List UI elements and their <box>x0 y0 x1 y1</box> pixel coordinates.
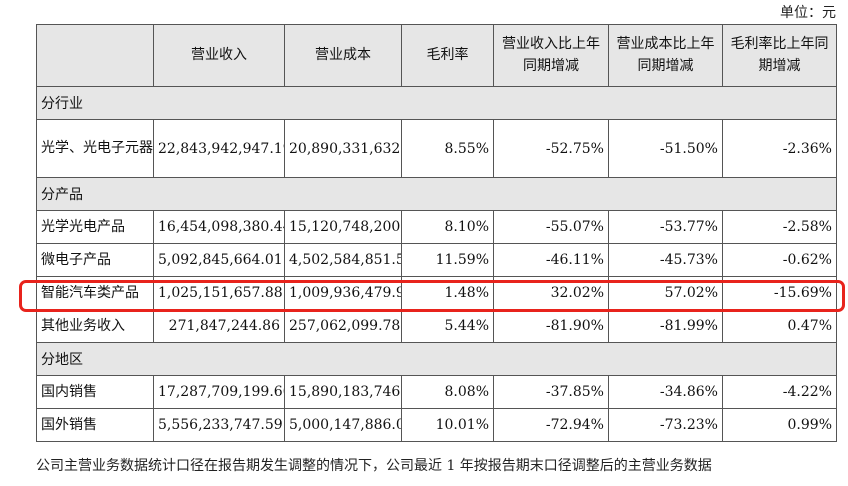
cell-revenue-change: -55.07% <box>493 210 609 244</box>
header-blank <box>36 24 154 87</box>
footnote: 公司主营业务数据统计口径在报告期发生调整的情况下，公司最近 1 年按报告期末口径… <box>36 458 712 474</box>
cell-cost: 15,890,183,746.03 <box>284 375 402 409</box>
cell-cost: 1,009,936,479.97 <box>284 276 402 310</box>
cell-revenue: 1,025,151,657.88 <box>153 276 285 310</box>
row-label: 光学、光电子元器件制造 <box>36 119 154 178</box>
header-cost-change: 营业成本比上年同期增减 <box>608 24 723 87</box>
cell-cost-change: -51.50% <box>608 119 723 178</box>
cell-margin: 8.55% <box>401 119 494 178</box>
header-cost: 营业成本 <box>284 24 402 87</box>
table-row: 其他业务收入 271,847,244.86 257,062,099.78 5.4… <box>36 309 837 343</box>
cell-revenue: 16,454,098,380.44 <box>153 210 285 244</box>
cell-margin-change: -15.69% <box>722 276 837 310</box>
section-title: 分地区 <box>36 342 837 376</box>
cell-margin: 8.08% <box>401 375 494 409</box>
header-margin-change: 毛利率比上年同期增减 <box>722 24 837 87</box>
section-row-region: 分地区 <box>36 342 837 376</box>
cell-margin-change: -0.62% <box>722 243 837 277</box>
cell-cost-change: -34.86% <box>608 375 723 409</box>
cell-cost-change: -73.23% <box>608 408 723 442</box>
section-title: 分行业 <box>36 86 837 120</box>
cell-margin-change: 0.99% <box>722 408 837 442</box>
table-row: 微电子产品 5,092,845,664.01 4,502,584,851.56 … <box>36 243 837 277</box>
cell-margin-change: -2.36% <box>722 119 837 178</box>
cell-revenue: 5,556,233,747.59 <box>153 408 285 442</box>
cell-revenue-change: -81.90% <box>493 309 609 343</box>
row-label: 其他业务收入 <box>36 309 154 343</box>
section-row-industry: 分行业 <box>36 86 837 120</box>
cell-revenue-change: -37.85% <box>493 375 609 409</box>
cell-revenue: 5,092,845,664.01 <box>153 243 285 277</box>
cell-cost: 4,502,584,851.56 <box>284 243 402 277</box>
cell-margin: 1.48% <box>401 276 494 310</box>
cell-cost: 20,890,331,632.11 <box>284 119 402 178</box>
cell-margin: 11.59% <box>401 243 494 277</box>
unit-label: 单位：元 <box>780 5 836 21</box>
row-label: 微电子产品 <box>36 243 154 277</box>
row-label: 国外销售 <box>36 408 154 442</box>
cell-margin: 10.01% <box>401 408 494 442</box>
cell-revenue-change: -72.94% <box>493 408 609 442</box>
cell-cost: 5,000,147,886.08 <box>284 408 402 442</box>
section-row-product: 分产品 <box>36 177 837 211</box>
table-row: 国内销售 17,287,709,199.60 15,890,183,746.03… <box>36 375 837 409</box>
row-label: 智能汽车类产品 <box>36 276 154 310</box>
revenue-breakdown-table: 营业收入 营业成本 毛利率 营业收入比上年同期增减 营业成本比上年同期增减 毛利… <box>36 24 837 442</box>
cell-cost: 257,062,099.78 <box>284 309 402 343</box>
header-margin: 毛利率 <box>401 24 494 87</box>
row-label: 光学光电产品 <box>36 210 154 244</box>
cell-revenue: 271,847,244.86 <box>153 309 285 343</box>
cell-margin-change: -2.58% <box>722 210 837 244</box>
cell-revenue: 17,287,709,199.60 <box>153 375 285 409</box>
header-revenue-change: 营业收入比上年同期增减 <box>493 24 609 87</box>
table-row: 光学、光电子元器件制造 22,843,942,947.19 20,890,331… <box>36 119 837 178</box>
cell-cost-change: -81.99% <box>608 309 723 343</box>
cell-revenue: 22,843,942,947.19 <box>153 119 285 178</box>
table-row-highlighted: 智能汽车类产品 1,025,151,657.88 1,009,936,479.9… <box>36 276 837 310</box>
header-revenue: 营业收入 <box>153 24 285 87</box>
row-label: 国内销售 <box>36 375 154 409</box>
cell-cost: 15,120,748,200.80 <box>284 210 402 244</box>
section-title: 分产品 <box>36 177 837 211</box>
cell-revenue-change: 32.02% <box>493 276 609 310</box>
cell-cost-change: 57.02% <box>608 276 723 310</box>
cell-margin: 5.44% <box>401 309 494 343</box>
table-row: 国外销售 5,556,233,747.59 5,000,147,886.08 1… <box>36 408 837 442</box>
cell-cost-change: -45.73% <box>608 243 723 277</box>
cell-revenue-change: -52.75% <box>493 119 609 178</box>
cell-margin: 8.10% <box>401 210 494 244</box>
cell-revenue-change: -46.11% <box>493 243 609 277</box>
cell-margin-change: 0.47% <box>722 309 837 343</box>
cell-cost-change: -53.77% <box>608 210 723 244</box>
header-row: 营业收入 营业成本 毛利率 营业收入比上年同期增减 营业成本比上年同期增减 毛利… <box>36 24 837 87</box>
cell-margin-change: -4.22% <box>722 375 837 409</box>
table-row: 光学光电产品 16,454,098,380.44 15,120,748,200.… <box>36 210 837 244</box>
